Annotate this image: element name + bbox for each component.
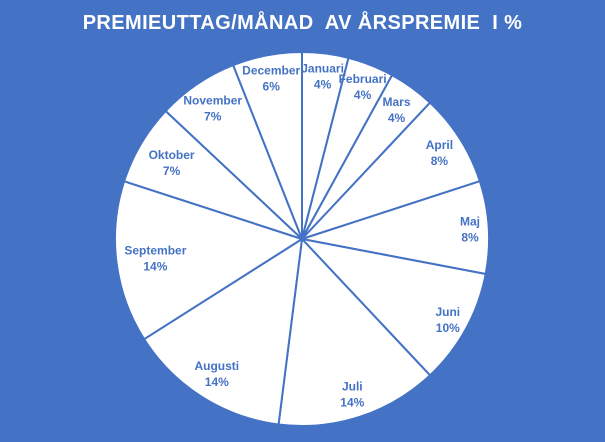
pie-label-juli: Juli 14% — [340, 380, 364, 410]
pie-slice-maj — [301, 180, 490, 276]
pie-label-juni: Juni 10% — [435, 305, 460, 335]
pie-slice-juli — [277, 238, 432, 427]
pie-label-december: December 6% — [242, 63, 300, 93]
pie-slice-april — [301, 101, 481, 240]
pie-label-november: November 7% — [183, 94, 242, 124]
pie-slice-juni — [301, 238, 487, 377]
pie-slice-september — [114, 180, 303, 341]
pie-label-september: September 14% — [124, 244, 186, 274]
pie-label-maj: Maj 8% — [460, 214, 480, 244]
chart-title: PREMIEUTTAG/MÅNAD AV ÅRSPREMIE I % — [82, 12, 523, 34]
pie-label-februari: Februari 4% — [339, 72, 387, 102]
pie-labels: Januari 4% Februari 4% Mars 4% April 8% Maj 8% Jun… — [124, 62, 480, 410]
pie-label-mars: Mars 4% — [382, 95, 410, 125]
pie-slices — [114, 50, 490, 427]
pie-label-augusti: Augusti 14% — [194, 359, 239, 389]
pie-label-oktober: Oktober 7% — [149, 148, 195, 178]
pie-label-april: April 8% — [426, 138, 453, 168]
pie-slice-december — [232, 51, 303, 240]
pie-label-januari: Januari 4% — [301, 62, 344, 92]
pie-slice-augusti — [143, 238, 303, 426]
